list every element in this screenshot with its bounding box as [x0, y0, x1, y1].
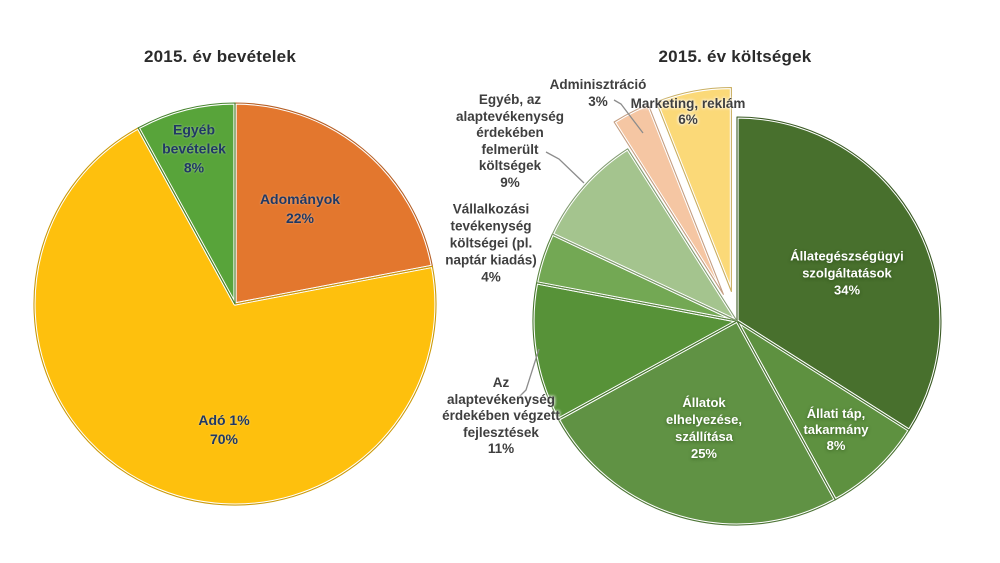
slice-border-allatok-elhelyezese-szallitasa	[557, 320, 836, 526]
left-pie-title: 2015. év bevételek	[144, 47, 296, 66]
slice-border-egyeb-bevetelek	[137, 102, 236, 305]
right-pie-title: 2015. év költségek	[658, 47, 812, 66]
slice-border-adminisztracio	[613, 104, 724, 295]
slice-border-allati-tap-takarmany	[736, 320, 910, 501]
leader-line-egyeb-koltsegek	[545, 151, 585, 184]
slice-border-allategeszsegugyi-szolgaltatasok	[736, 116, 942, 431]
slice-border-fejlesztesek	[532, 282, 738, 420]
slice-border-egyeb-koltsegek	[551, 148, 738, 322]
leader-line-fejlesztesek	[516, 348, 540, 400]
slice-border-marketing-reklam	[655, 86, 732, 293]
slice-border-ado-1-szazalek	[33, 127, 437, 506]
leader-line-adminisztracio	[613, 99, 644, 134]
slice-border-adomanyok	[234, 102, 433, 305]
